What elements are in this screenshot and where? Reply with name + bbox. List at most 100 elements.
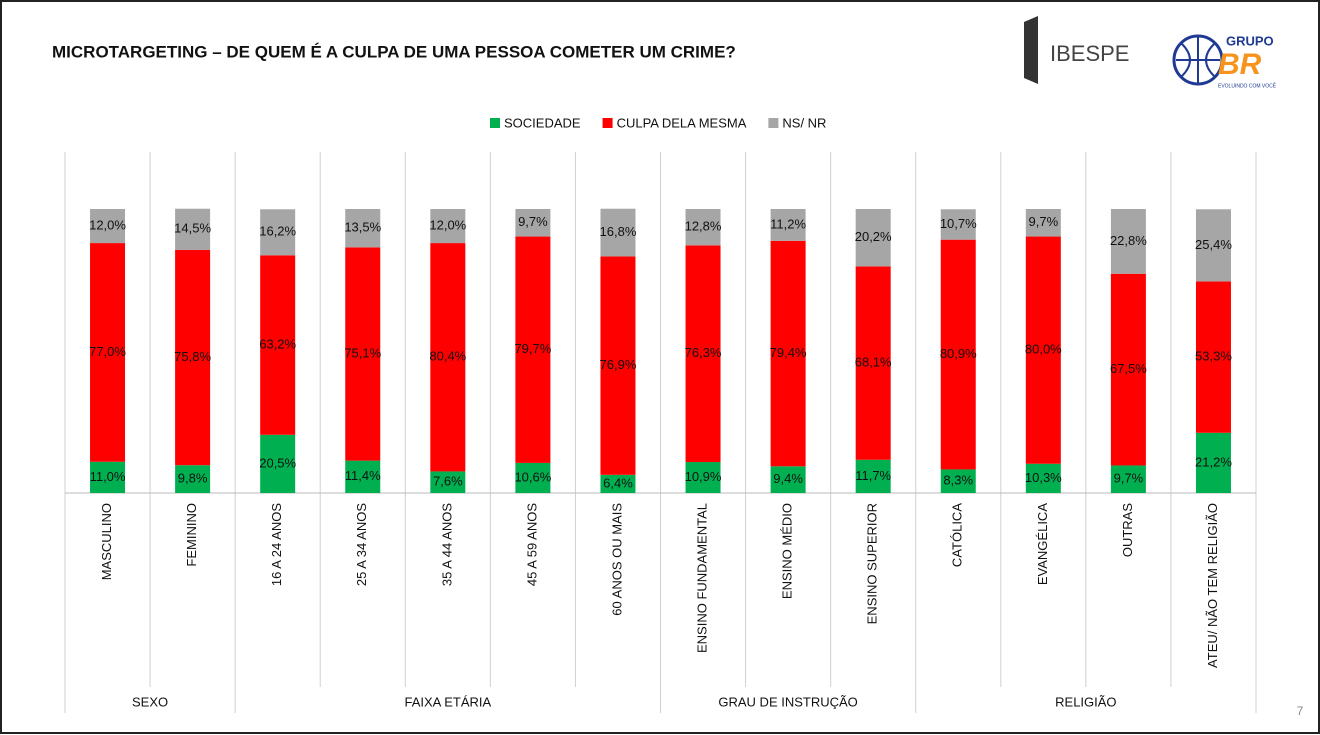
bar-segment bbox=[1195, 209, 1231, 282]
value-label: 13,5% bbox=[344, 220, 381, 235]
value-label: 53,3% bbox=[1195, 349, 1232, 364]
bar-segment bbox=[940, 209, 976, 240]
value-label: 11,4% bbox=[345, 468, 381, 483]
bar-segment bbox=[1025, 463, 1061, 493]
bar-segment bbox=[685, 209, 721, 246]
group-label: GRAU DE INSTRUÇÃO bbox=[718, 694, 857, 709]
value-label: 77,0% bbox=[89, 344, 126, 359]
bar-segment bbox=[1025, 209, 1061, 237]
bar-segment bbox=[1195, 432, 1231, 493]
value-label: 22,8% bbox=[1110, 233, 1147, 248]
value-label: 10,3% bbox=[1025, 470, 1062, 485]
bar-segment bbox=[770, 209, 806, 241]
x-tick-label: ENSINO FUNDAMENTAL bbox=[694, 503, 709, 653]
value-label: 12,0% bbox=[89, 217, 126, 232]
bar-segment bbox=[90, 243, 126, 462]
x-tick-label: 16 A 24 ANOS bbox=[269, 503, 284, 586]
bar-segment bbox=[175, 465, 211, 493]
group-label: SEXO bbox=[132, 694, 168, 709]
ibespe-text: IBESPE bbox=[1050, 41, 1129, 66]
bar-segment bbox=[515, 209, 551, 237]
bar-segment bbox=[770, 240, 806, 467]
bar-segment bbox=[430, 209, 466, 244]
x-tick-label: 35 A 44 ANOS bbox=[439, 503, 454, 586]
bar-segment bbox=[855, 459, 891, 493]
chart-title: MICROTARGETING – DE QUEM É A CULPA DE UM… bbox=[52, 42, 736, 61]
group-label: FAIXA ETÁRIA bbox=[404, 694, 491, 709]
br-text: BR bbox=[1218, 48, 1262, 81]
value-label: 9,8% bbox=[178, 471, 208, 486]
bar-segment bbox=[600, 256, 636, 475]
bar-segment bbox=[855, 209, 891, 267]
value-label: 16,8% bbox=[600, 224, 637, 239]
x-tick-label: OUTRAS bbox=[1120, 503, 1135, 558]
legend-swatch bbox=[602, 118, 613, 128]
value-label: 79,4% bbox=[770, 345, 807, 360]
legend-swatch bbox=[490, 118, 500, 128]
value-label: 9,7% bbox=[1029, 214, 1059, 229]
x-tick-label: 25 A 34 ANOS bbox=[354, 503, 369, 586]
value-label: 14,5% bbox=[174, 221, 211, 236]
bar-segment bbox=[600, 474, 636, 493]
bar-segment bbox=[1195, 281, 1231, 433]
x-tick-label: EVANGÉLICA bbox=[1035, 503, 1050, 585]
bar-segment bbox=[770, 466, 806, 493]
bar-segment bbox=[175, 208, 211, 250]
value-label: 12,0% bbox=[429, 217, 466, 232]
x-tick-label: FEMININO bbox=[184, 503, 199, 567]
bar-segment bbox=[685, 462, 721, 493]
value-label: 75,1% bbox=[344, 345, 381, 360]
value-label: 11,2% bbox=[770, 216, 806, 231]
page-number: 7 bbox=[1297, 704, 1304, 718]
value-label: 11,7% bbox=[855, 468, 891, 483]
value-label: 76,9% bbox=[600, 357, 637, 372]
value-label: 21,2% bbox=[1195, 454, 1232, 469]
value-label: 10,6% bbox=[514, 469, 551, 484]
legend-label: SOCIEDADE bbox=[504, 115, 581, 130]
value-label: 67,5% bbox=[1110, 361, 1147, 376]
bar-segment bbox=[345, 247, 381, 461]
bar-segment bbox=[515, 462, 551, 493]
value-label: 6,4% bbox=[603, 475, 633, 490]
value-label: 20,2% bbox=[855, 229, 892, 244]
group-label: RELIGIÃO bbox=[1055, 694, 1116, 709]
bar-segment bbox=[685, 245, 721, 463]
bar-segment bbox=[345, 460, 381, 493]
bar-segment bbox=[430, 243, 466, 472]
x-tick-label: 60 ANOS OU MAIS bbox=[609, 503, 624, 616]
value-label: 16,2% bbox=[259, 224, 296, 239]
bar-segment bbox=[175, 249, 211, 466]
ibespe-logo: IBESPE bbox=[1024, 16, 1129, 84]
value-label: 76,3% bbox=[685, 345, 722, 360]
grupo-br-logo: GRUPO BR EVOLUINDO COM VOCÊ bbox=[1172, 33, 1277, 89]
value-label: 75,8% bbox=[174, 349, 211, 364]
value-label: 68,1% bbox=[855, 355, 892, 370]
value-label: 9,4% bbox=[773, 471, 803, 486]
x-tick-label: 45 A 59 ANOS bbox=[524, 503, 539, 586]
bar-segment bbox=[260, 434, 296, 493]
grupo-text: GRUPO bbox=[1226, 33, 1274, 48]
x-tick-label: MASCULINO bbox=[99, 503, 114, 580]
x-tick-label: ENSINO MÉDIO bbox=[780, 503, 795, 599]
x-tick-label: CATÓLICA bbox=[950, 503, 965, 567]
bar-segment bbox=[1110, 465, 1146, 493]
value-label: 80,4% bbox=[429, 349, 466, 364]
bar-segment bbox=[1025, 236, 1061, 464]
bar-segment bbox=[940, 469, 976, 493]
value-label: 7,6% bbox=[433, 474, 463, 489]
value-label: 80,9% bbox=[940, 346, 977, 361]
globe-lines bbox=[1176, 36, 1220, 84]
tagline: EVOLUINDO COM VOCÊ bbox=[1218, 81, 1277, 89]
bar-segment bbox=[515, 236, 551, 463]
bar-segment bbox=[940, 239, 976, 470]
bar-segment bbox=[90, 209, 126, 244]
value-label: 25,4% bbox=[1195, 237, 1232, 252]
bar-segment bbox=[600, 208, 636, 257]
bar-segment bbox=[260, 255, 296, 435]
chart: SOCIEDADE CULPA DELA MESMA NS/ NR 11,0% 77,0… bbox=[64, 115, 1257, 713]
bar-segment bbox=[260, 209, 296, 256]
value-label: 79,7% bbox=[514, 341, 551, 356]
legend-label: NS/ NR bbox=[782, 115, 826, 130]
